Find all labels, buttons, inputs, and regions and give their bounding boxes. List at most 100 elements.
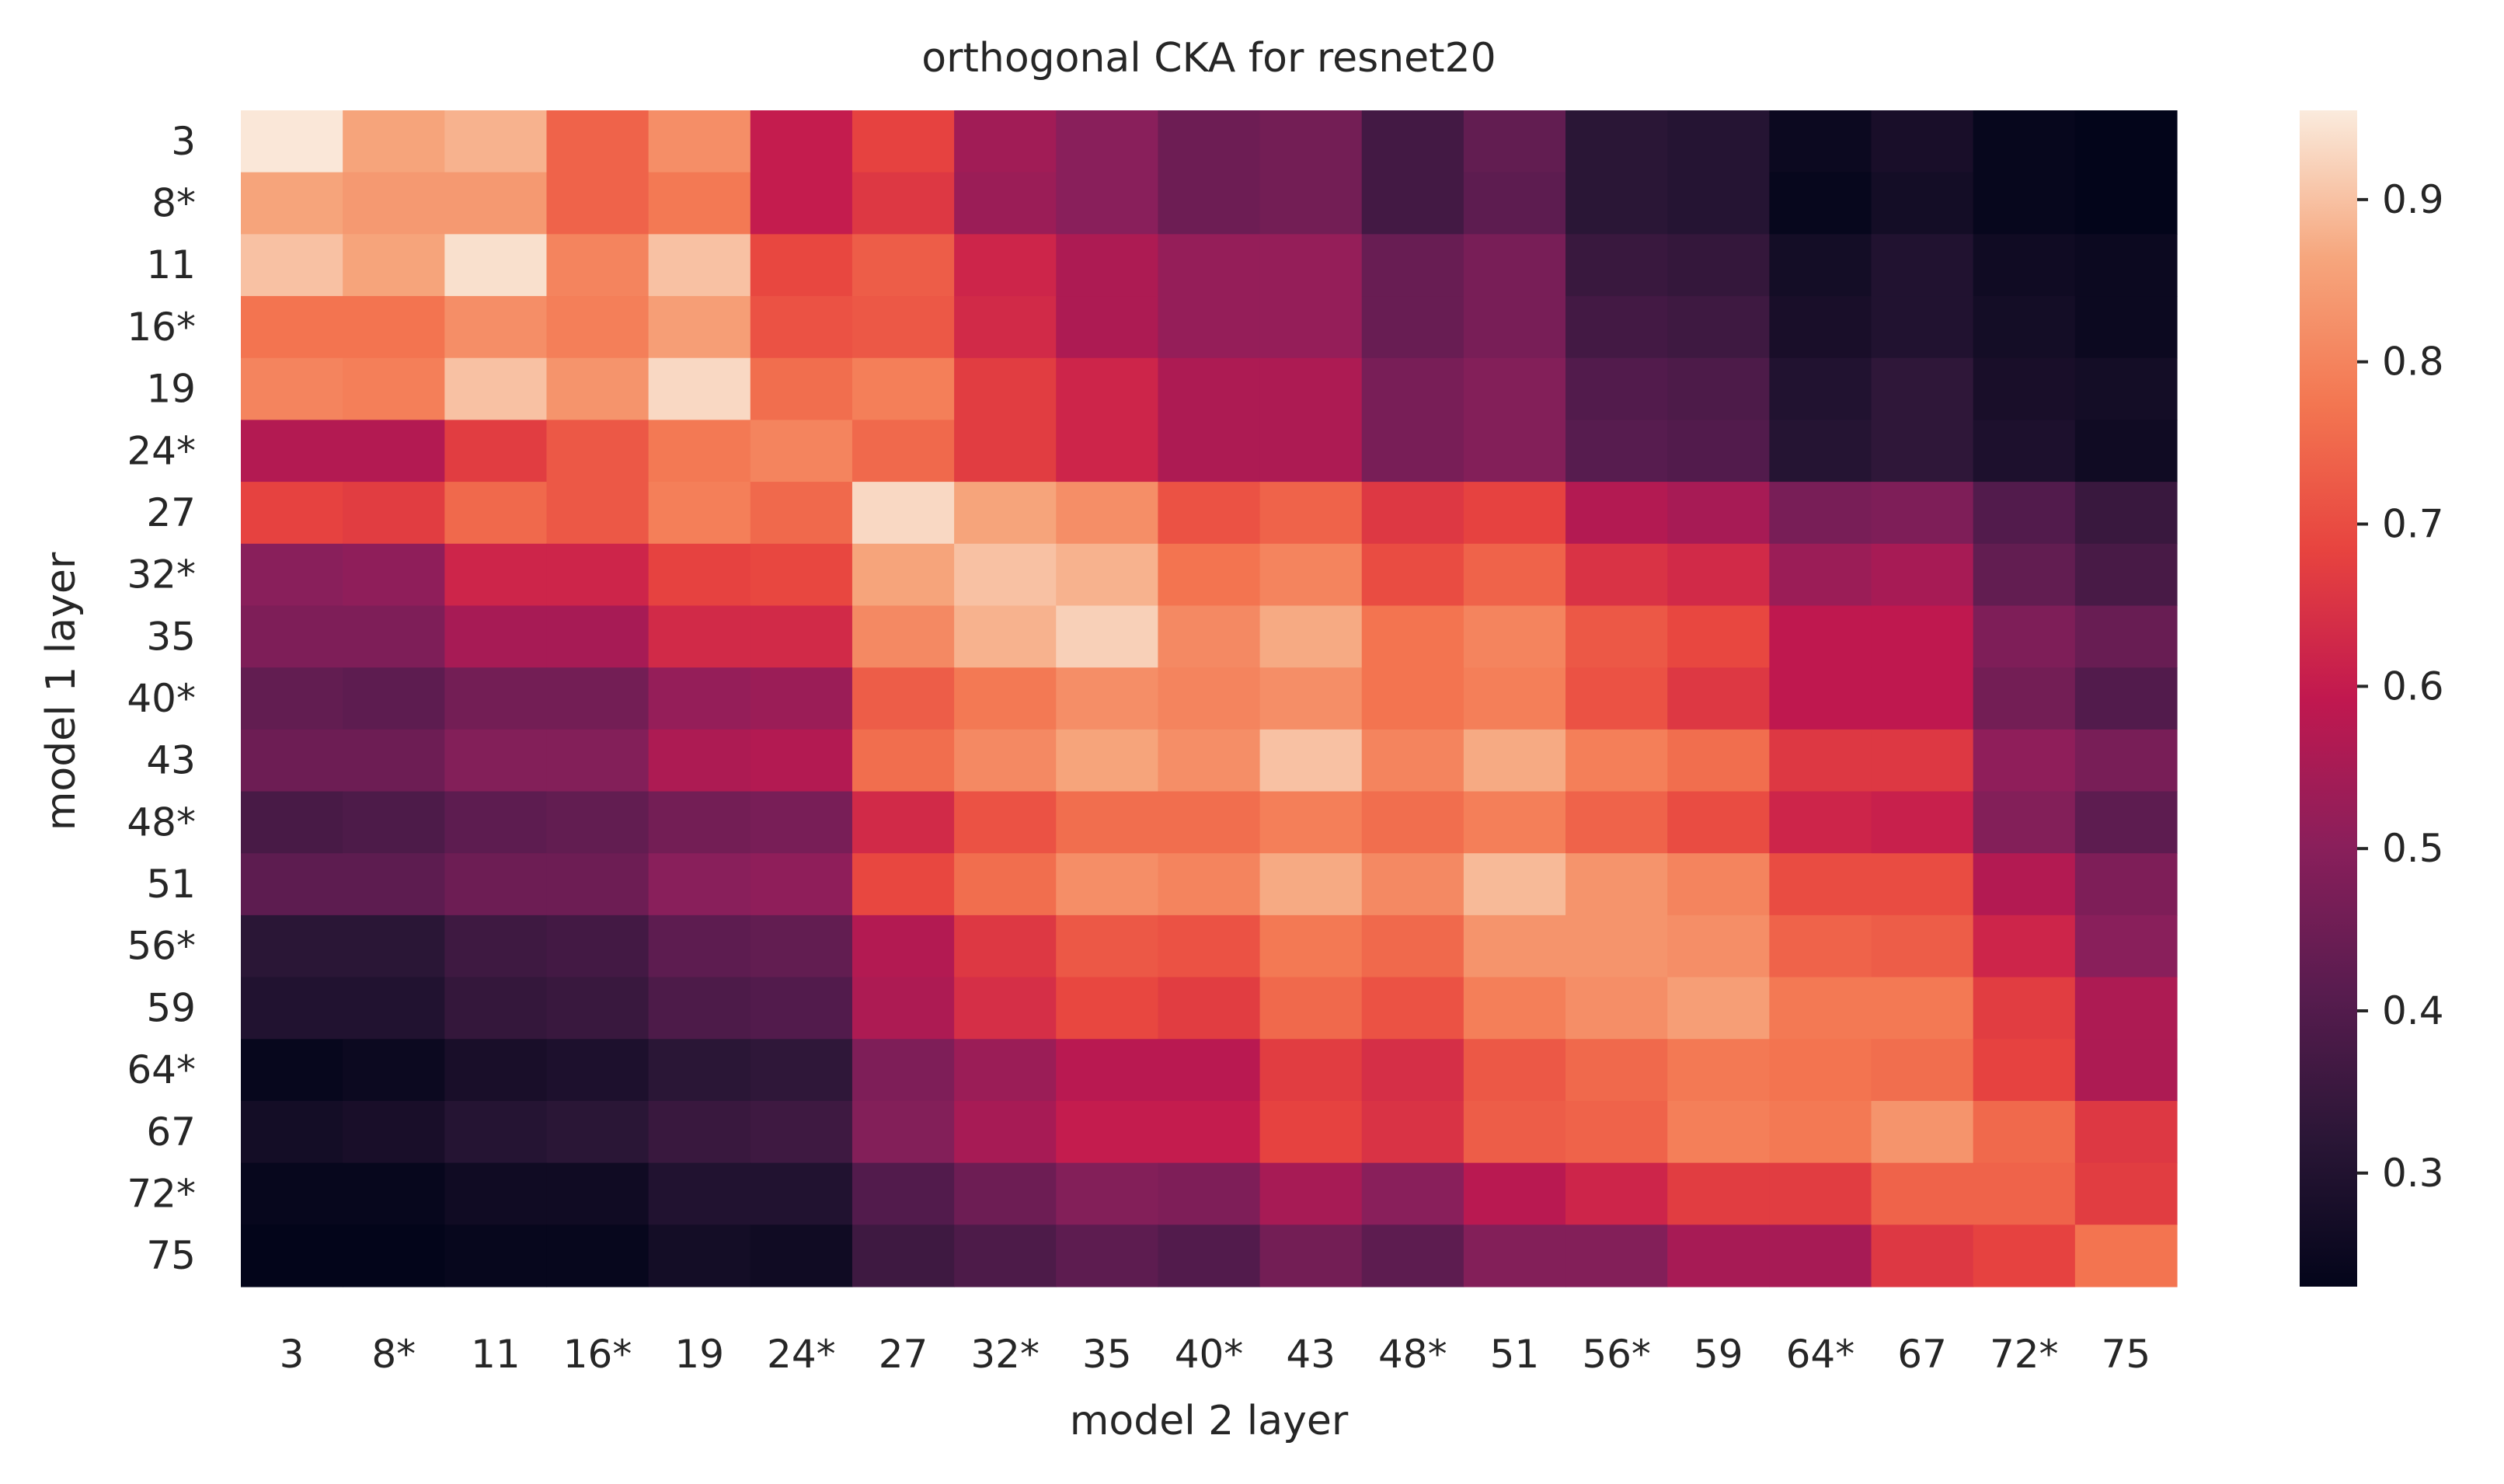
heatmap-cell <box>241 914 343 978</box>
heatmap-cell <box>851 791 955 854</box>
heatmap-cell <box>851 357 955 421</box>
x-tick-label: 24* <box>767 1332 836 1377</box>
heatmap-cell <box>444 357 548 421</box>
heatmap-cell <box>1769 172 1872 235</box>
y-tick-label: 75 <box>146 1233 196 1278</box>
heatmap-cell <box>1259 357 1363 421</box>
heatmap-cell <box>648 977 751 1040</box>
x-tick-label: 35 <box>1082 1332 1132 1377</box>
x-tick-label: 43 <box>1286 1332 1336 1377</box>
heatmap-cell <box>1973 172 2076 235</box>
heatmap-cell <box>1871 234 1974 297</box>
heatmap-cell <box>851 1162 955 1225</box>
heatmap-cell <box>1056 914 1159 978</box>
heatmap-cell <box>750 853 853 916</box>
heatmap-cell <box>1463 543 1566 607</box>
heatmap-cell <box>1973 420 2076 482</box>
heatmap-cell <box>1056 110 1159 173</box>
heatmap-cell <box>444 420 548 482</box>
heatmap-cell <box>1158 110 1261 173</box>
heatmap-cell <box>851 1224 955 1287</box>
heatmap-cell <box>1871 482 1974 545</box>
colorbar-tick-label: 0.6 <box>2382 664 2444 709</box>
heatmap-cell <box>241 667 343 730</box>
heatmap-cell <box>750 420 853 482</box>
heatmap-cell <box>1158 1162 1261 1225</box>
heatmap-cell <box>1158 543 1261 607</box>
heatmap-cell <box>750 977 853 1040</box>
heatmap-cell <box>750 172 853 235</box>
heatmap-cell <box>750 791 853 854</box>
heatmap-cell <box>1463 110 1566 173</box>
heatmap-cell <box>1973 853 2076 916</box>
heatmap-cell <box>1667 296 1770 359</box>
heatmap-cell <box>2074 605 2178 668</box>
x-tick-label: 27 <box>879 1332 928 1377</box>
heatmap-cell <box>444 729 548 793</box>
heatmap-cell <box>1973 791 2076 854</box>
heatmap-cell <box>954 914 1057 978</box>
x-tick-label: 56* <box>1582 1332 1651 1377</box>
heatmap-cell <box>1973 357 2076 421</box>
heatmap-cell <box>2074 667 2178 730</box>
heatmap-cell <box>648 234 751 297</box>
heatmap-cell <box>1056 172 1159 235</box>
heatmap-cell <box>954 420 1057 482</box>
heatmap-cell <box>1056 729 1159 793</box>
heatmap-cell <box>2074 1162 2178 1225</box>
heatmap-cell <box>1565 667 1668 730</box>
heatmap-cell <box>648 420 751 482</box>
x-tick-label: 67 <box>1897 1332 1947 1377</box>
x-tick-label: 8* <box>371 1332 416 1377</box>
colorbar-ticks: 0.3 0.4 0.5 0.6 0.7 0.8 0.9 <box>2357 177 2444 1196</box>
heatmap-cell <box>1463 1039 1566 1102</box>
heatmap-cell <box>1667 1039 1770 1102</box>
heatmap-cell <box>750 1100 853 1164</box>
y-tick-label: 56* <box>127 924 196 969</box>
heatmap-cell <box>1973 914 2076 978</box>
heatmap-cell <box>343 667 445 730</box>
heatmap-cell <box>1565 977 1668 1040</box>
heatmap-cell <box>1769 543 1872 607</box>
x-tick-label: 64* <box>1786 1332 1855 1377</box>
heatmap-cell <box>1565 605 1668 668</box>
heatmap-cell <box>241 791 343 854</box>
y-tick-label: 64* <box>127 1047 196 1092</box>
heatmap-cell <box>546 914 650 978</box>
heatmap-cell <box>1769 482 1872 545</box>
heatmap-cell <box>1361 853 1464 916</box>
heatmap-cell <box>343 420 445 482</box>
heatmap-cell <box>1871 605 1974 668</box>
x-tick-labels: 3 8* 11 16* 19 24* 27 32* 35 40* 43 48* 51 56* 59 64* 67… <box>280 1332 2151 1377</box>
heatmap-cell <box>1565 914 1668 978</box>
heatmap-cell <box>1158 667 1261 730</box>
heatmap-cell <box>444 234 548 297</box>
heatmap-cell <box>546 729 650 793</box>
heatmap-cell <box>241 110 343 173</box>
heatmap-cell <box>851 110 955 173</box>
heatmap-cell <box>343 853 445 916</box>
heatmap-cell <box>1667 729 1770 793</box>
heatmap-cell <box>648 853 751 916</box>
y-tick-label: 8* <box>151 181 196 226</box>
heatmap-cell <box>1056 1039 1159 1102</box>
heatmap-cell <box>1463 234 1566 297</box>
heatmap-cell <box>1871 172 1974 235</box>
heatmap-cell <box>241 482 343 545</box>
heatmap-cell <box>546 110 650 173</box>
x-tick-label: 3 <box>280 1332 305 1377</box>
heatmap-cell <box>1871 543 1974 607</box>
heatmap-cell <box>954 1100 1057 1164</box>
chart-title: orthogonal CKA for resnet20 <box>921 35 1496 82</box>
heatmap-cell <box>343 110 445 173</box>
x-axis-label: model 2 layer <box>1070 1398 1349 1444</box>
heatmap-cell <box>1056 234 1159 297</box>
heatmap-cell <box>1871 296 1974 359</box>
heatmap-cell <box>2074 296 2178 359</box>
heatmap-cell <box>241 420 343 482</box>
heatmap-cell <box>851 914 955 978</box>
heatmap-cell <box>750 1224 853 1287</box>
heatmap-cell <box>444 1162 548 1225</box>
heatmap-cell <box>648 667 751 730</box>
heatmap-cell <box>546 1100 650 1164</box>
